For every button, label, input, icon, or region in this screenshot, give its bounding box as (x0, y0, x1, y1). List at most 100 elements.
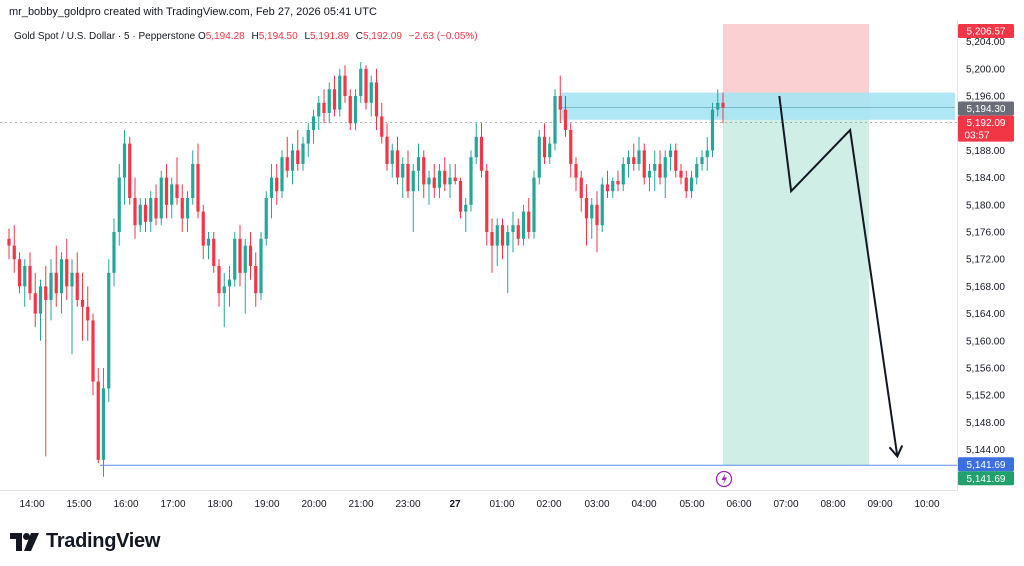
symbol-name: Gold Spot / U.S. Dollar · 5 · Pepperston… (14, 31, 196, 42)
candle-body (170, 184, 174, 205)
candle-body (49, 272, 53, 300)
x-tick-label: 17:00 (160, 499, 185, 510)
candle-body (374, 82, 379, 117)
candle-body (322, 102, 326, 113)
candle-body (574, 164, 578, 178)
x-tick-label: 15:00 (66, 499, 91, 510)
logo-text: TradingView (46, 530, 161, 552)
tradingview-logo-icon (10, 532, 39, 551)
candle-body (80, 300, 85, 307)
stop-price-tag: 5,206.57 (967, 27, 1006, 38)
x-tick-label: 02:00 (536, 499, 561, 510)
x-tick-label: 03:00 (584, 499, 609, 510)
candle-body (227, 279, 232, 287)
candle-body (332, 89, 337, 110)
candle-body (537, 136, 541, 178)
candle-body (542, 136, 547, 158)
candle-body (101, 388, 106, 460)
candle-body (432, 177, 436, 188)
candle-body (117, 177, 121, 232)
y-tick-label: 5,176.00 (966, 228, 1005, 239)
candle-body (296, 150, 300, 164)
candle-body (122, 143, 127, 178)
candle-body (75, 272, 79, 300)
candle-body (532, 177, 536, 232)
candle-body (553, 96, 557, 144)
candle-body (248, 245, 253, 266)
candle-body (196, 164, 200, 212)
candle-body (674, 150, 678, 171)
candle-body (17, 259, 22, 287)
candle-body (663, 157, 667, 178)
candle-body (280, 157, 284, 192)
target-zone (723, 107, 869, 466)
candle-body (107, 272, 111, 389)
candle-body (206, 238, 211, 246)
candle-body (443, 170, 447, 185)
candle-body (684, 177, 688, 192)
lightning-icon-bolt (721, 473, 728, 485)
candle-body (401, 164, 405, 178)
y-tick-label: 5,144.00 (966, 445, 1005, 456)
target-line-price-tag-bg (958, 457, 1014, 472)
y-tick-label: 5,152.00 (966, 391, 1005, 402)
candle-body (138, 204, 142, 226)
x-tick-label: 21:00 (348, 499, 373, 510)
entry-zone (560, 92, 955, 120)
candle-body (416, 157, 421, 171)
candle-body (563, 109, 568, 130)
target-line-price-tag: 5,141.69 (967, 460, 1006, 471)
candle-body (448, 177, 452, 185)
candle-body (621, 164, 625, 185)
candle-body (495, 225, 499, 246)
candle-body (159, 177, 163, 219)
y-tick-label: 5,180.00 (966, 200, 1005, 211)
price-chart[interactable]: 5,204.005,200.005,196.005,192.005,188.00… (0, 0, 1024, 520)
candle-body (33, 293, 37, 314)
last-price-tag: 5,192.09 (967, 118, 1006, 129)
candle-body (264, 198, 268, 239)
target-price-tag-bg (958, 471, 1014, 486)
candles (7, 62, 725, 477)
candle-body (700, 157, 704, 164)
candle-body (238, 238, 242, 273)
candle-body (521, 211, 526, 239)
candle-body (705, 150, 709, 158)
projection-path (778, 95, 899, 457)
candle-body (569, 130, 573, 164)
high-label: H (251, 31, 259, 42)
candle-body (721, 102, 725, 108)
candle-body (626, 157, 631, 164)
candle-body (369, 82, 373, 103)
candle-body (395, 150, 400, 178)
y-tick-label: 5,160.00 (966, 336, 1005, 347)
candle-body (128, 143, 132, 198)
x-tick-label: 05:00 (679, 499, 704, 510)
candle-body (385, 136, 389, 164)
candle-body (70, 272, 74, 287)
candle-body (290, 150, 295, 171)
candle-body (12, 245, 16, 260)
tradingview-logo[interactable]: TradingView (10, 530, 160, 553)
candle-body (590, 204, 594, 219)
candle-body (453, 177, 457, 181)
x-tick-label: 18:00 (207, 499, 232, 510)
y-tick-label: 5,200.00 (966, 64, 1005, 75)
candle-body (149, 198, 153, 222)
candle-body (364, 68, 368, 103)
candle-body (469, 157, 473, 205)
y-axis: 5,204.005,200.005,196.005,192.005,188.00… (966, 37, 1005, 456)
candle-body (511, 225, 515, 232)
x-tick-label: 08:00 (820, 499, 845, 510)
y-tick-label: 5,172.00 (966, 255, 1005, 266)
candle-body (175, 184, 179, 198)
candle-body (23, 266, 27, 287)
candle-body (605, 184, 610, 192)
candle-body (458, 181, 463, 212)
candle-body (427, 177, 431, 185)
countdown-tag: 03:57 (964, 131, 989, 142)
candle-body (679, 170, 683, 178)
symbol-legend: Gold Spot / U.S. Dollar · 5 · Pepperston… (14, 31, 482, 42)
overlays (715, 95, 904, 488)
candle-body (485, 170, 489, 232)
